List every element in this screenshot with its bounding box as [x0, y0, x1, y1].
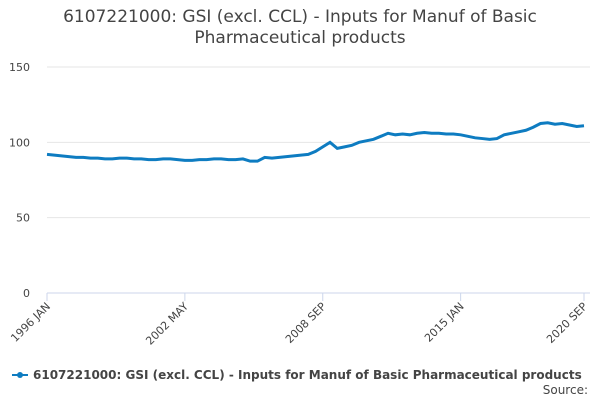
y-tick-label: 0 — [23, 287, 30, 300]
y-tick-label: 100 — [9, 136, 30, 149]
y-tick-label: 50 — [16, 212, 30, 225]
legend-marker — [17, 372, 23, 378]
x-tick-label: 2002 MAY — [143, 300, 191, 348]
y-tick-label: 150 — [9, 61, 30, 74]
legend-label: 6107221000: GSI (excl. CCL) - Inputs for… — [33, 368, 582, 382]
x-tick-label: 2008 SEP — [283, 300, 329, 346]
x-tick-label: 2015 JAN — [422, 300, 467, 345]
chart-title: 6107221000: GSI (excl. CCL) - Inputs for… — [63, 7, 537, 48]
series-line — [46, 121, 585, 163]
x-tick-label: 1996 JAN — [8, 300, 53, 345]
x-tick-label: 2020 SEP — [544, 300, 590, 346]
source: Source: — [543, 383, 588, 397]
